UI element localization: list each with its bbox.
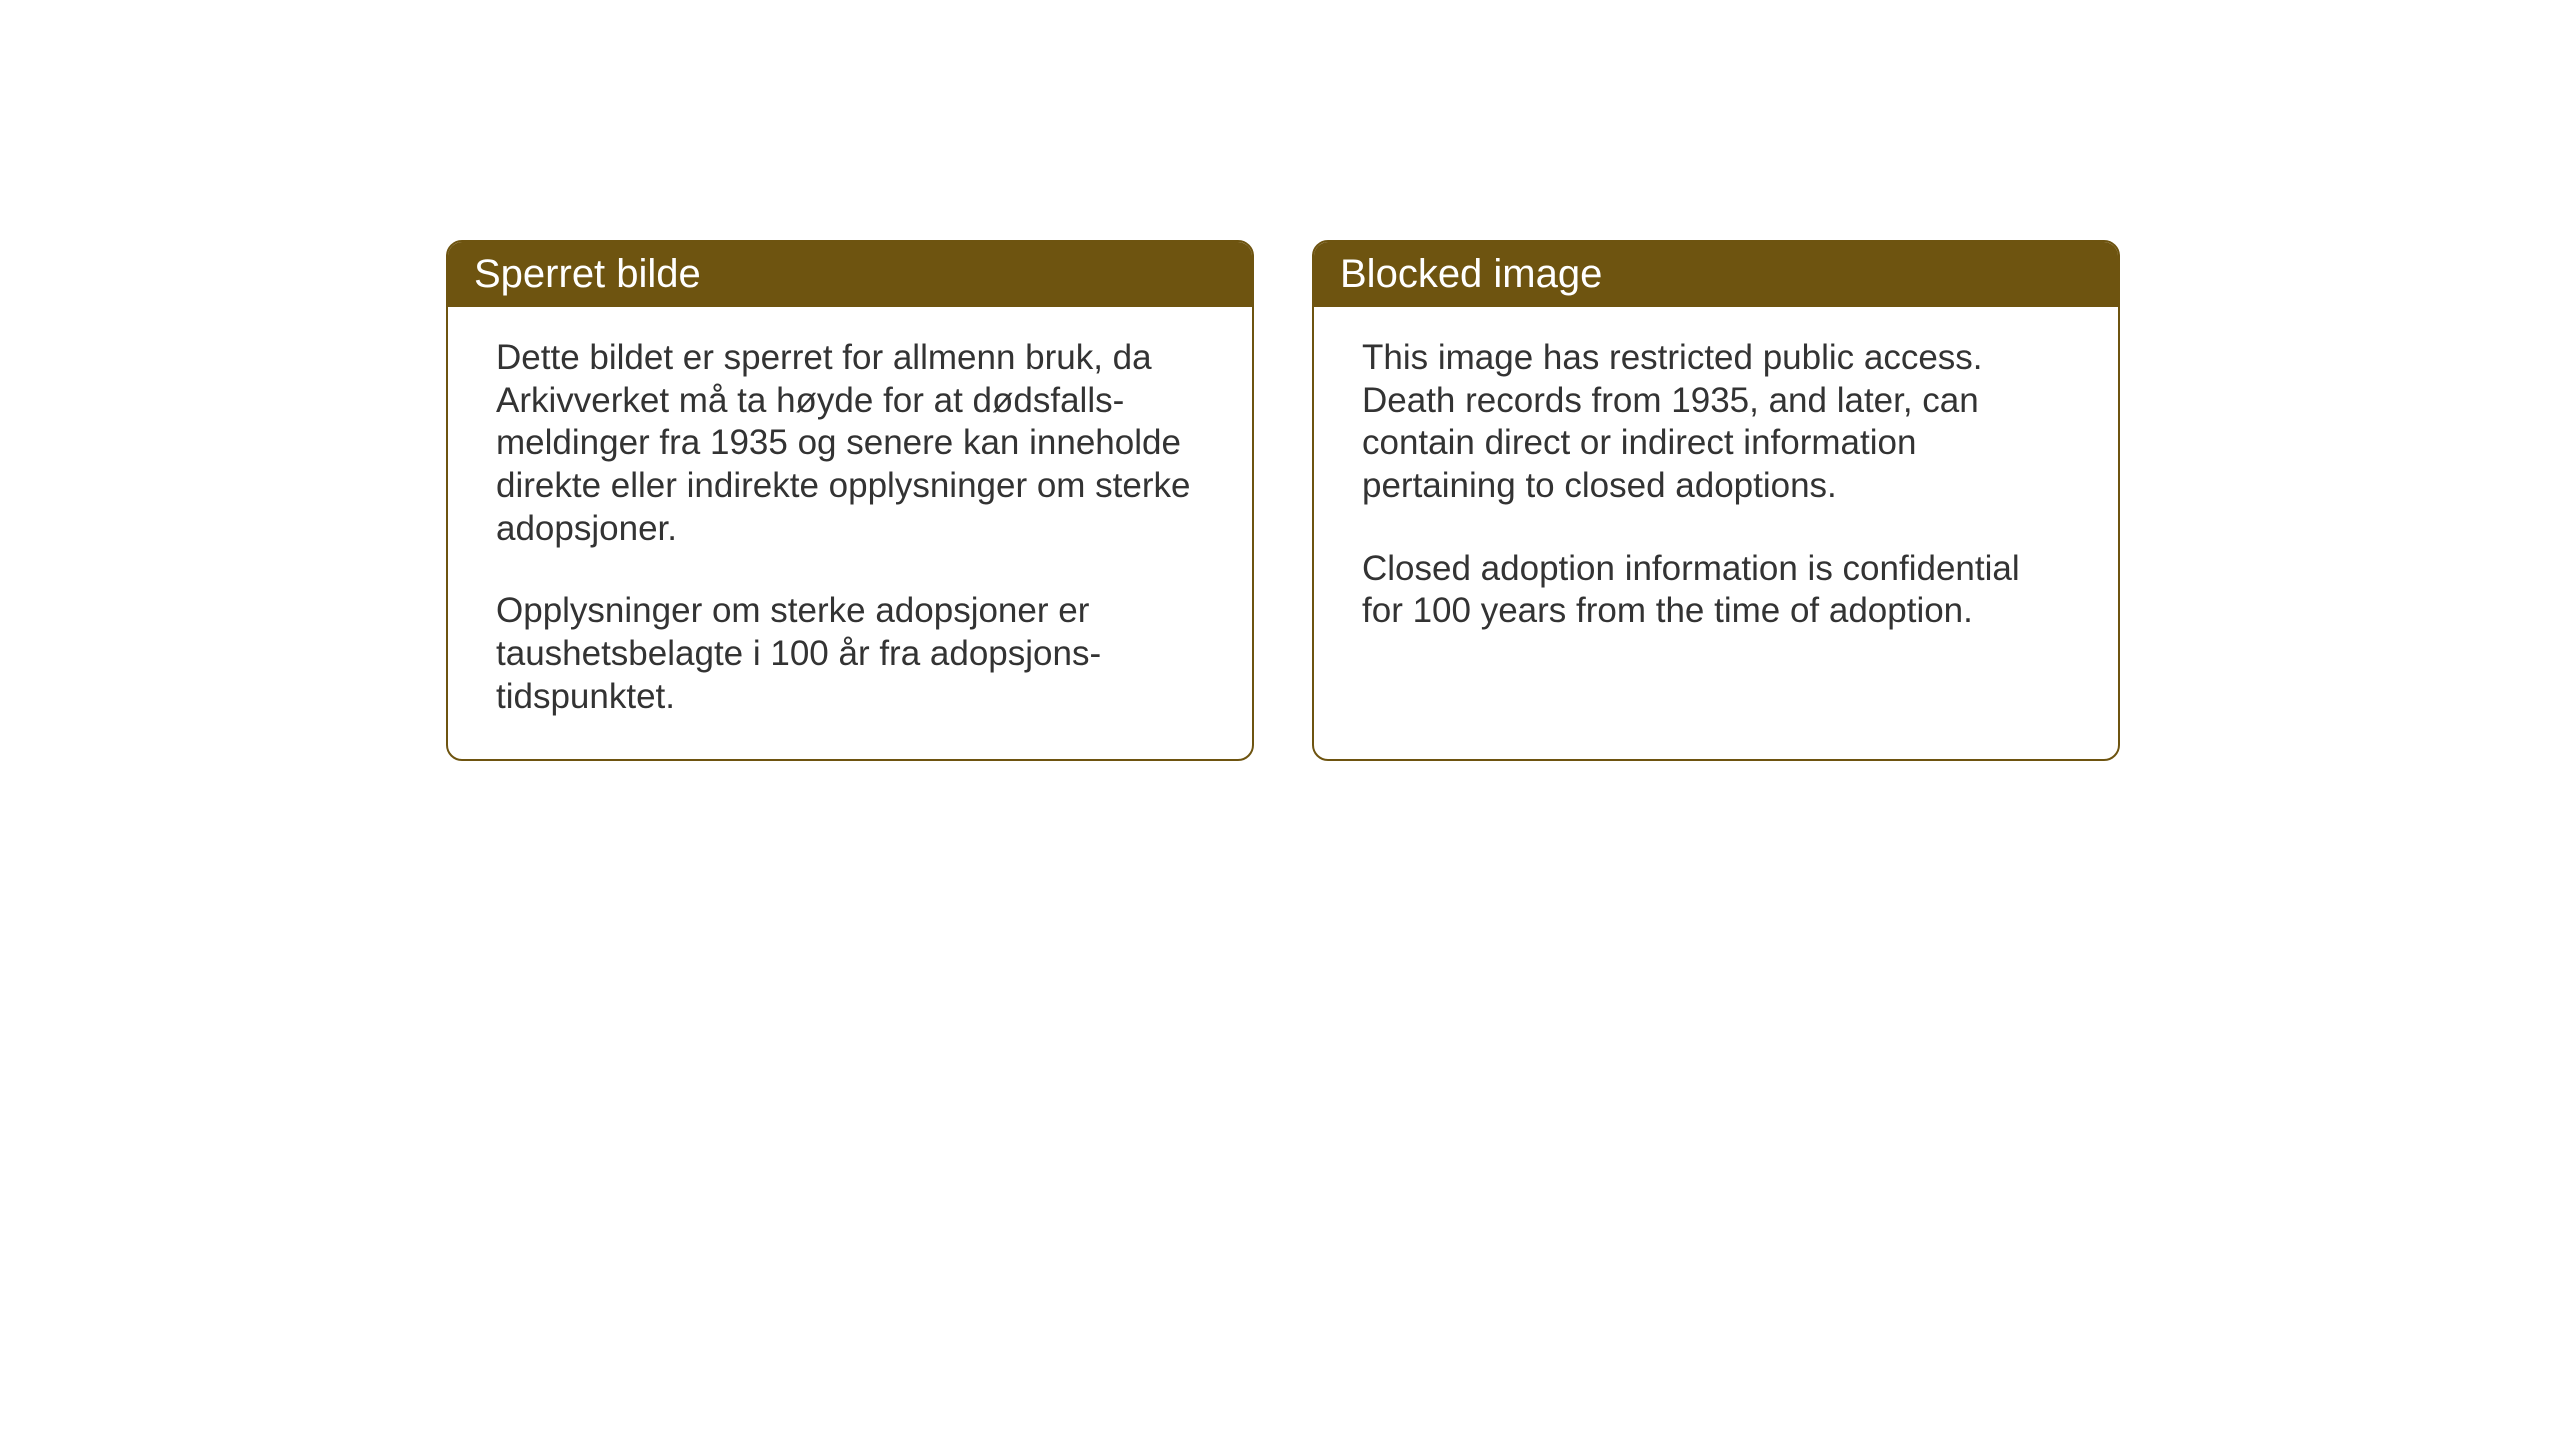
norwegian-card-title: Sperret bilde bbox=[448, 242, 1252, 307]
norwegian-paragraph-2: Opplysninger om sterke adopsjoner er tau… bbox=[496, 590, 1204, 718]
norwegian-paragraph-1: Dette bildet er sperret for allmenn bruk… bbox=[496, 337, 1204, 550]
english-paragraph-2: Closed adoption information is confident… bbox=[1362, 548, 2070, 633]
english-card-title: Blocked image bbox=[1314, 242, 2118, 307]
english-paragraph-1: This image has restricted public access.… bbox=[1362, 337, 2070, 508]
notice-container: Sperret bilde Dette bildet er sperret fo… bbox=[446, 240, 2120, 761]
english-card-body: This image has restricted public access.… bbox=[1314, 307, 2118, 673]
english-notice-card: Blocked image This image has restricted … bbox=[1312, 240, 2120, 761]
norwegian-card-body: Dette bildet er sperret for allmenn bruk… bbox=[448, 307, 1252, 759]
norwegian-notice-card: Sperret bilde Dette bildet er sperret fo… bbox=[446, 240, 1254, 761]
